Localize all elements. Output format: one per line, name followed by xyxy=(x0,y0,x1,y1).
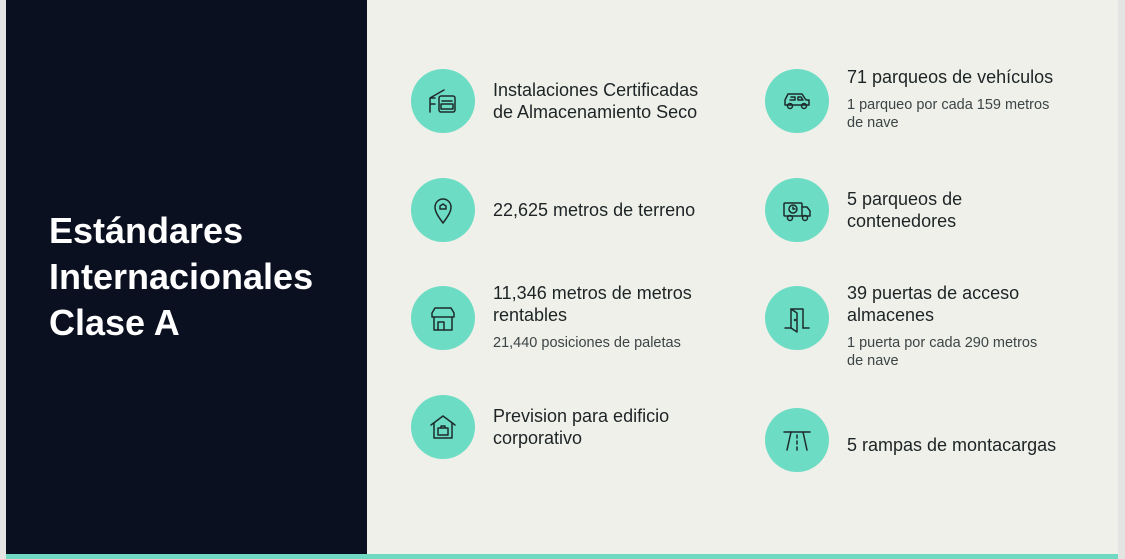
subtitle-line: 1 puerta por cada 290 metros xyxy=(847,335,1038,351)
title-line: Internacionales xyxy=(49,256,314,297)
warehouse-truck-icon xyxy=(411,69,475,133)
location-pin-icon xyxy=(411,178,475,242)
feature-title: de Almacenamiento Seco xyxy=(493,102,698,122)
title-line: Clase A xyxy=(49,302,180,343)
feature-title: corporativo xyxy=(493,428,583,448)
feature-title: Instalaciones Certificadas xyxy=(493,80,699,100)
feature-subtitle: 21,440 posiciones de paletas xyxy=(493,335,681,351)
feature-title: contenedores xyxy=(847,211,957,231)
feature-title: 39 puertas de acceso xyxy=(847,283,1020,303)
subtitle-line: de nave xyxy=(847,115,899,131)
feature-title: 5 rampas de montacargas xyxy=(847,435,1057,455)
feature-item: 11,346 metros de metros rentables 21,440… xyxy=(493,282,692,353)
feature-title: 71 parqueos de vehículos xyxy=(847,67,1054,87)
subtitle-line: de nave xyxy=(847,353,899,369)
feature-item: Prevision para edificio corporativo xyxy=(493,405,669,449)
title-panel xyxy=(6,0,367,555)
feature-subtitle: 1 puerta por cada 290 metros de nave xyxy=(847,334,1037,370)
feature-title: 11,346 metros de metros xyxy=(493,283,692,303)
feature-title: 22,625 metros de terreno xyxy=(493,200,696,220)
feature-title: rentables xyxy=(493,305,568,325)
feature-title: Prevision para edificio xyxy=(493,406,670,426)
storefront-icon xyxy=(411,286,475,350)
feature-title: almacenes xyxy=(847,305,935,325)
door-icon xyxy=(765,286,829,350)
content-panel xyxy=(367,0,1118,555)
page-title: Estándares Internacionales Clase A xyxy=(49,208,313,346)
feature-item: Instalaciones Certificadas de Almacenami… xyxy=(493,79,698,123)
title-line: Estándares xyxy=(49,210,244,251)
feature-subtitle: 1 parqueo por cada 159 metros de nave xyxy=(847,96,1053,132)
feature-item: 5 rampas de montacargas xyxy=(847,434,1056,456)
car-icon xyxy=(765,69,829,133)
feature-item: 5 parqueos de contenedores xyxy=(847,188,962,232)
feature-item: 71 parqueos de vehículos 1 parqueo por c… xyxy=(847,66,1053,132)
building-icon xyxy=(411,395,475,459)
accent-bar xyxy=(6,554,1118,559)
feature-item: 39 puertas de acceso almacenes 1 puerta … xyxy=(847,282,1037,370)
delivery-truck-icon xyxy=(765,178,829,242)
road-ramp-icon xyxy=(765,408,829,472)
feature-item: 22,625 metros de terreno xyxy=(493,199,695,221)
subtitle-line: 1 parqueo por cada 159 metros xyxy=(847,97,1050,113)
feature-title: 5 parqueos de xyxy=(847,189,963,209)
